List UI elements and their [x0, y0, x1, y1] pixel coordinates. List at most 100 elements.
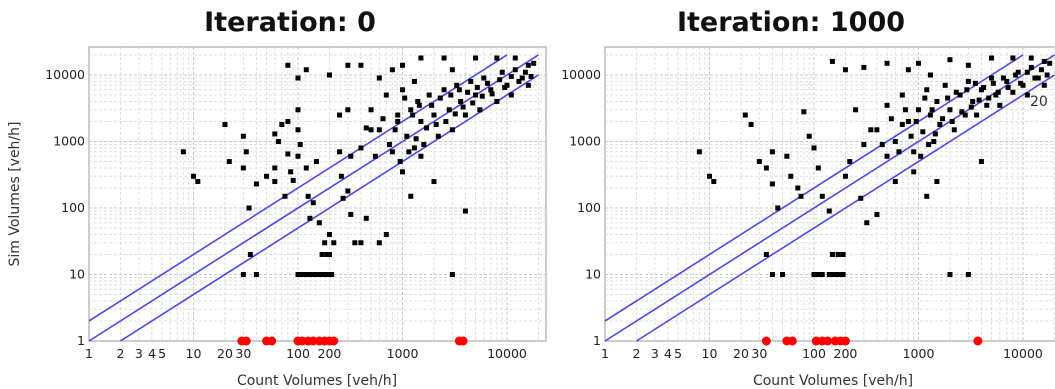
data-point — [456, 87, 462, 93]
data-point — [978, 159, 984, 165]
data-point — [295, 127, 301, 133]
data-point — [911, 169, 917, 175]
data-point — [449, 127, 455, 133]
data-point — [920, 129, 926, 135]
data-point — [452, 111, 458, 117]
data-point — [916, 60, 921, 66]
data-point — [1047, 60, 1053, 66]
data-point — [272, 131, 278, 137]
data-point — [240, 165, 246, 171]
data-point — [389, 67, 395, 73]
data-point — [331, 240, 337, 246]
data-point — [494, 98, 500, 104]
data-point — [418, 55, 424, 61]
data-point — [531, 60, 537, 66]
data-point — [819, 193, 825, 199]
data-point — [964, 87, 970, 93]
data-point — [1038, 67, 1044, 73]
data-point — [380, 116, 386, 122]
data-point — [326, 72, 332, 78]
x-tick-label: 100 — [286, 346, 310, 361]
data-point — [829, 272, 835, 277]
data-point — [965, 78, 971, 84]
data-point — [418, 153, 424, 159]
data-point — [519, 75, 525, 81]
data-point — [468, 78, 474, 84]
data-point — [931, 139, 937, 144]
data-point — [410, 112, 416, 118]
x-tick-label: 5 — [674, 346, 682, 361]
data-point — [272, 165, 278, 171]
data-point — [441, 87, 447, 93]
data-point — [246, 205, 252, 211]
x-tick-label: 5 — [158, 346, 166, 361]
data-point — [884, 60, 890, 66]
data-point — [926, 142, 932, 148]
data-point — [397, 159, 403, 165]
data-point — [913, 118, 919, 124]
data-point — [1044, 72, 1050, 78]
reference-lines — [88, 54, 539, 342]
y-tick-label: 10000 — [45, 67, 85, 82]
data-point — [957, 92, 963, 98]
data-point — [945, 95, 951, 101]
data-point — [421, 142, 427, 148]
scatter-panel-iteration-0: Iteration: 0 1 2 3 4 5 10 20 30 100 200 1000 100001… — [7, 7, 547, 389]
data-point — [508, 73, 514, 79]
data-point — [905, 118, 911, 124]
data-point — [474, 84, 480, 90]
data-point — [989, 75, 995, 81]
data-point — [448, 92, 454, 98]
data-point — [861, 64, 867, 70]
data-point — [316, 272, 322, 277]
data-point — [424, 125, 430, 131]
data-point — [307, 215, 313, 221]
data-point — [826, 272, 832, 277]
data-point — [970, 98, 976, 104]
reference-line-identity — [604, 54, 1055, 342]
data-point — [413, 136, 419, 142]
x-tick-label: 20 — [217, 346, 233, 361]
data-point — [927, 112, 933, 118]
data-point — [408, 193, 414, 199]
data-point — [1004, 78, 1010, 84]
data-point — [313, 272, 319, 277]
data-point — [497, 77, 503, 83]
data-point — [295, 153, 301, 159]
data-point — [345, 62, 351, 68]
data-point — [395, 118, 401, 124]
data-point — [922, 95, 928, 101]
data-point — [305, 193, 311, 199]
data-point — [884, 102, 890, 108]
data-point — [908, 133, 914, 139]
data-point — [929, 107, 935, 113]
data-point — [313, 159, 319, 165]
data-point — [892, 139, 898, 144]
data-point — [376, 240, 382, 246]
data-point — [303, 67, 309, 73]
reference-line-lower — [120, 74, 539, 342]
data-point — [247, 251, 253, 257]
data-point — [1032, 75, 1038, 81]
data-point — [756, 159, 762, 165]
data-point — [462, 208, 468, 214]
data-point — [942, 82, 948, 88]
data-point — [512, 55, 518, 61]
y-tick-label: 100 — [61, 200, 85, 215]
data-point — [984, 102, 990, 108]
data-point — [426, 92, 432, 98]
data-point — [953, 89, 959, 95]
data-point — [1018, 80, 1024, 86]
data-point — [348, 211, 354, 217]
data-point — [307, 272, 313, 277]
y-tick-label: 1000 — [569, 134, 601, 149]
grid-lines — [89, 47, 546, 341]
data-point — [372, 153, 378, 159]
data-point — [383, 231, 389, 237]
data-point — [879, 142, 885, 148]
data-point — [899, 122, 905, 128]
data-point — [392, 127, 398, 133]
x-tick-label: 1 — [85, 346, 93, 361]
data-point — [363, 215, 369, 221]
